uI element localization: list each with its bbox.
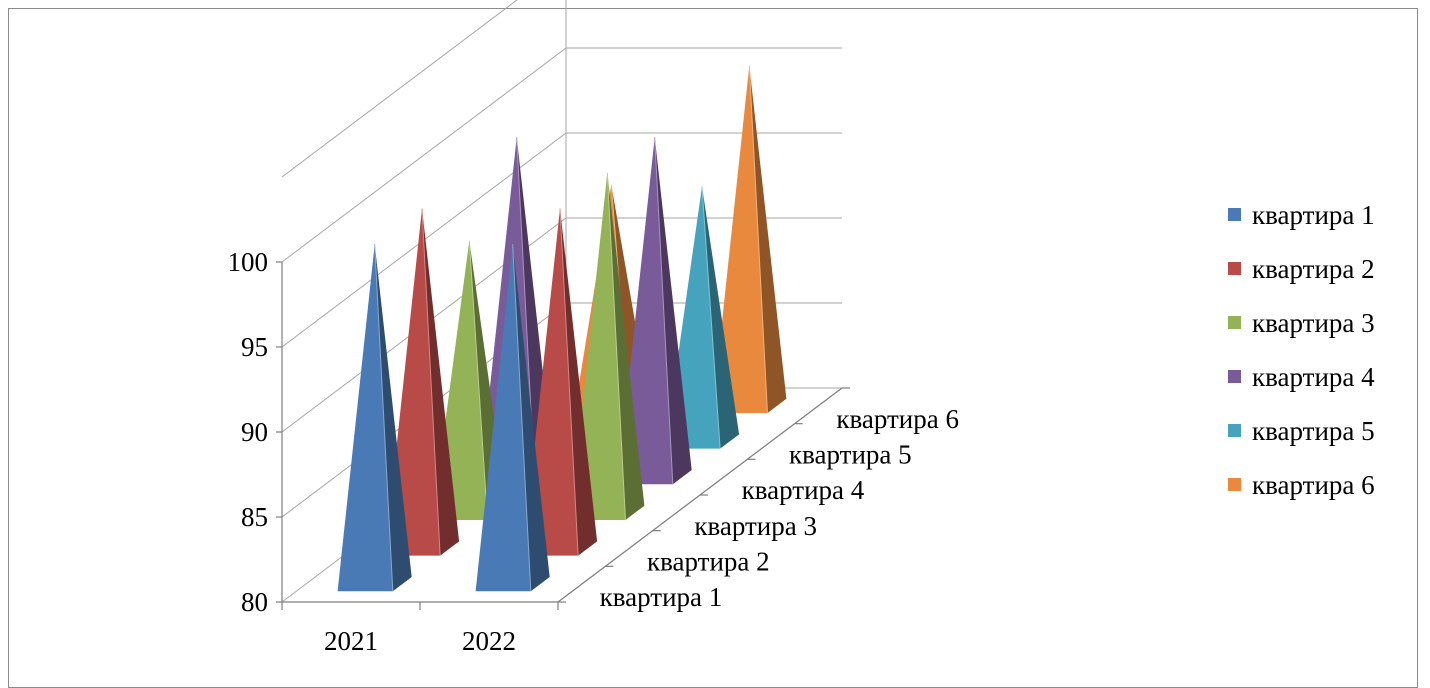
legend-label: квартира 2 (1252, 254, 1375, 284)
legend-swatch (1228, 316, 1241, 329)
depth-axis: квартира 1 квартира 2 квартира 3 квартира 4… (557, 387, 959, 612)
pyramid-edge (374, 244, 394, 592)
pyramid-edge (468, 240, 488, 520)
depth-axis-label: квартира 6 (836, 404, 959, 434)
legend-item: квартира 4 (1228, 362, 1375, 392)
legend-item: квартира 2 (1228, 254, 1375, 284)
pyramid-edge (512, 244, 532, 592)
pyramid-side-face (512, 244, 550, 592)
y-tick-label: 90 (241, 417, 268, 447)
legend-label: квартира 3 (1252, 308, 1375, 338)
depth-axis-label: квартира 5 (789, 440, 912, 470)
legend-item: квартира 6 (1228, 470, 1375, 500)
legend-swatch (1228, 370, 1241, 383)
y-tick-label: 100 (228, 247, 269, 277)
pyramid-квартира-6-2022 (712, 65, 787, 414)
pyramid-side-face (702, 186, 740, 449)
legend-label: квартира 5 (1252, 416, 1375, 446)
y-tick-label: 85 (241, 502, 268, 532)
pyramid-side-face (654, 137, 692, 485)
pyramid-side-face (374, 244, 412, 592)
legend-swatch (1228, 478, 1241, 491)
plot-area (337, 65, 787, 592)
x-category-label: 2021 (324, 626, 378, 656)
depth-axis-label: квартира 3 (694, 511, 817, 541)
legend-label: квартира 6 (1252, 470, 1375, 500)
legend-item: квартира 3 (1228, 308, 1375, 338)
pyramid-side-face (607, 172, 645, 521)
legend: квартира 1 квартира 2 квартира 3 квартира 4… (1228, 200, 1375, 500)
y-tick-label: 80 (241, 587, 268, 617)
pyramid-квартира-1-2021 (337, 244, 412, 592)
pyramid-side-face (422, 208, 460, 556)
pyramid-side-face (560, 208, 598, 556)
pyramid-edge (748, 65, 768, 413)
pyramid-edge (421, 208, 441, 556)
legend-label: квартира 4 (1252, 362, 1375, 392)
pyramid-edge (654, 137, 674, 485)
pyramid-side-face (749, 65, 787, 414)
legend-swatch (1228, 208, 1241, 221)
pyramid-edge (606, 172, 626, 520)
legend-label: квартира 1 (1252, 200, 1375, 230)
y-axis: 80 85 90 95 100 (228, 247, 283, 617)
pyramid-квартира-1-2022 (475, 244, 550, 592)
legend-swatch (1228, 262, 1241, 275)
x-category-label: 2022 (462, 626, 516, 656)
x-axis: 2021 2022 (281, 601, 559, 656)
depth-axis-label: квартира 4 (742, 475, 865, 505)
pyramid-edge (701, 186, 721, 449)
depth-axis-label: квартира 2 (647, 547, 770, 577)
pyramid-edge (559, 208, 579, 556)
legend-item: квартира 1 (1228, 200, 1375, 230)
y-tick-label: 95 (241, 332, 268, 362)
gridline (281, 0, 518, 178)
legend-item: квартира 5 (1228, 416, 1375, 446)
depth-axis-label: квартира 1 (600, 582, 723, 612)
legend-swatch (1228, 424, 1241, 437)
